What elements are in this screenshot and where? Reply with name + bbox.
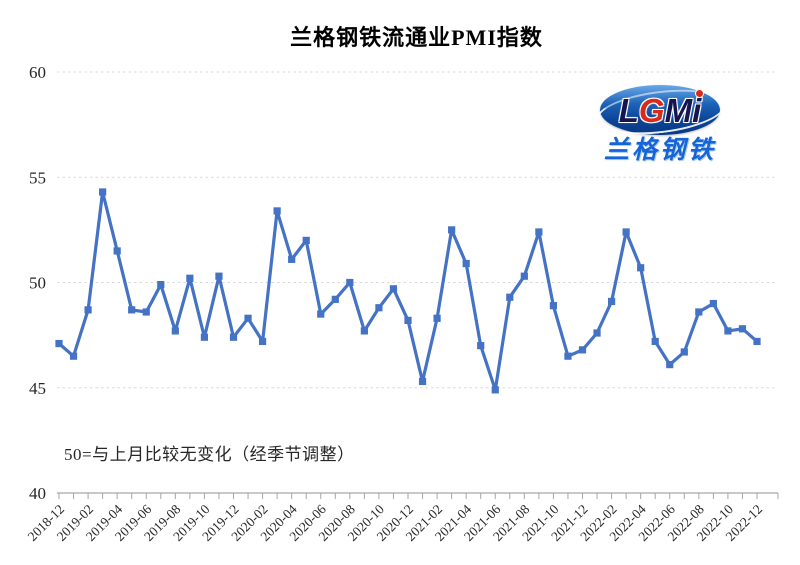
data-point-markers [55,188,761,394]
lgmi-logo: LGMi 兰格钢铁 [593,83,729,164]
data-point-marker [360,327,368,335]
data-point-marker [651,337,659,346]
logo-letter-m: M [664,91,693,129]
data-point-marker [418,377,427,386]
data-point-marker [404,316,412,324]
data-point-marker [200,333,209,341]
x-axis-labels: 2018-122019-022019-042019-062019-082019-… [25,501,765,544]
data-point-marker [549,302,558,310]
data-point-marker [637,264,645,272]
y-tick-label: 40 [29,484,46,503]
data-point-marker [288,255,296,263]
data-point-marker [331,295,339,303]
data-point-marker [448,226,456,234]
data-point-marker [680,348,688,356]
logo-letter-l: L [618,91,639,129]
data-point-marker [607,297,616,306]
y-tick-label: 45 [29,379,46,398]
logo-letter-g: G [638,91,665,129]
data-point-marker [186,274,194,282]
data-point-marker [564,352,572,360]
data-point-marker [171,327,179,335]
data-point-marker [738,325,747,333]
data-point-marker [491,386,499,394]
data-point-marker [433,314,441,322]
data-point-marker [302,236,310,244]
data-point-marker [535,228,543,236]
data-point-marker [520,272,528,280]
logo-letter-i: i [692,91,702,129]
data-point-marker [389,285,398,293]
data-point-marker [99,188,107,196]
data-point-marker [346,278,354,287]
data-point-marker [695,308,703,316]
y-tick-label: 60 [29,63,46,82]
data-point-marker [128,306,136,314]
data-point-marker [142,308,150,316]
data-point-marker [113,247,121,255]
data-point-marker [317,310,325,318]
data-point-marker [258,337,267,346]
data-point-marker [666,360,674,369]
lgmi-logo-ellipse: LGMi [593,83,729,141]
data-point-marker [69,352,78,360]
data-point-marker [477,342,485,350]
data-point-marker [709,299,717,308]
data-point-marker [593,329,601,337]
data-point-marker [724,327,732,335]
data-point-marker [157,281,165,289]
pmi-series-line [57,190,759,392]
data-point-marker [753,337,761,346]
data-point-marker [375,304,383,312]
data-point-marker [506,293,514,301]
y-gridlines [57,71,776,389]
data-point-marker [215,272,223,280]
chart-footnote: 50=与上月比较无变化（经季节调整） [64,445,355,464]
lgmi-logo-chinese-name: 兰格钢铁 [603,137,716,164]
y-tick-label: 55 [29,168,46,187]
y-tick-label: 50 [29,274,46,293]
lgmi-logo-text: LGMi [619,94,702,127]
data-point-marker [273,207,281,215]
y-axis-labels: 40 45 50 55 60 [29,63,46,503]
data-point-marker [84,306,92,314]
data-point-marker [462,259,470,268]
chart-title: 兰格钢铁流通业PMI指数 [290,25,543,50]
data-point-marker [244,314,252,322]
data-point-marker [578,346,587,354]
data-point-marker [55,339,63,348]
x-axis [57,492,779,499]
data-point-marker [622,228,630,236]
data-point-marker [229,333,238,341]
